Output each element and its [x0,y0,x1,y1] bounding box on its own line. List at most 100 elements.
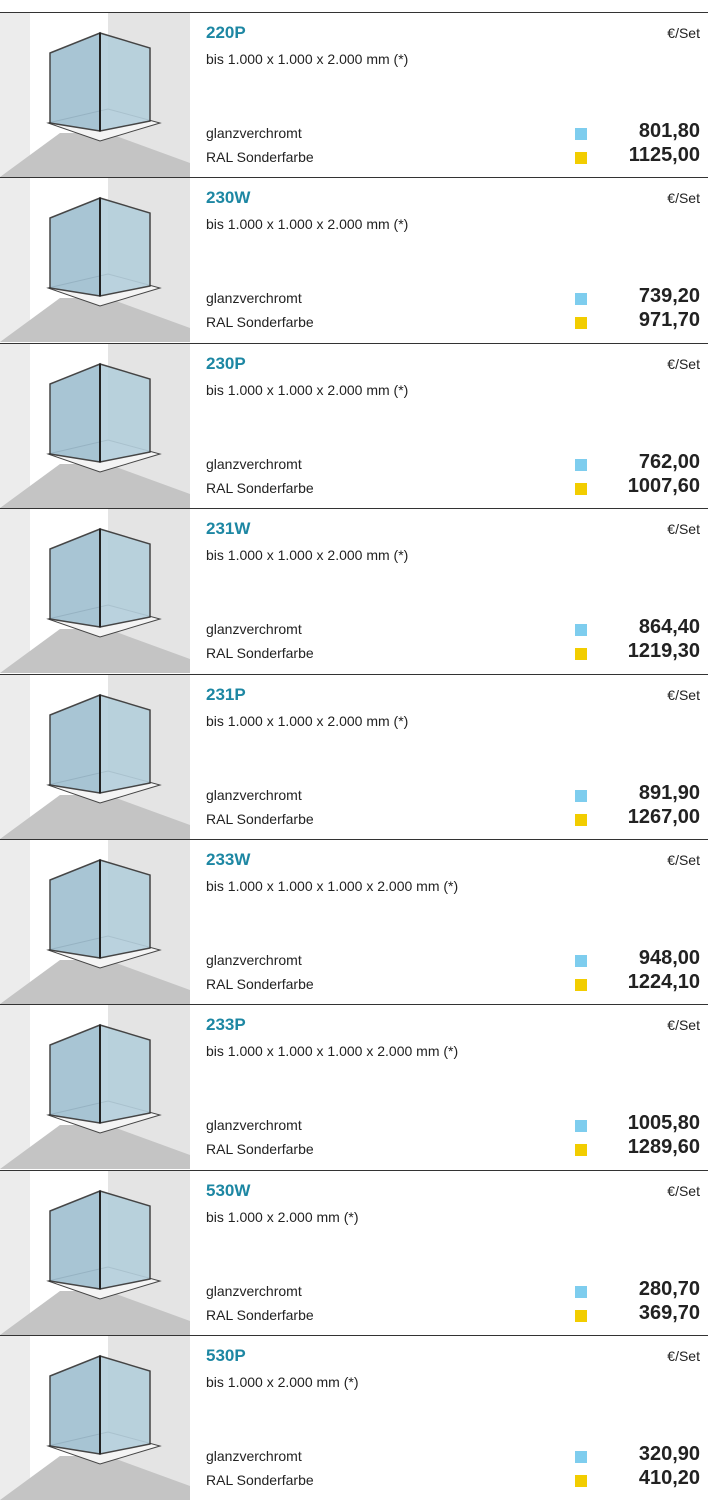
shower-illustration [0,675,190,839]
price: 801,80 [638,120,700,142]
size-text: bis 1.000 x 1.000 x 2.000 mm (*) [206,51,409,67]
finish-name: RAL Sonderfarbe [206,1306,314,1323]
price: 1219,30 [627,640,700,663]
price: 280,70 [638,1277,700,1300]
price: 369,70 [638,1301,700,1324]
finish-name: glanzverchromt [206,455,302,472]
size-text: bis 1.000 x 1.000 x 2.000 mm (*) [206,216,409,233]
price: 1224,10 [627,971,700,993]
price: 739,20 [638,285,700,308]
product-row: 233P bis 1.000 x 1.000 x 1.000 x 2.000 mm… [0,1004,708,1169]
price: 1289,60 [627,1136,700,1159]
product-row: 231W bis 1.000 x 1.000 x 2.000 mm (*) €/Se… [0,508,708,673]
model-name: 230W [206,188,251,208]
color-swatch [575,293,587,306]
product-image [0,675,190,839]
finish-name: glanzverchromt [206,1448,302,1465]
price: 1005,80 [627,1112,700,1135]
unit-text: €/Set [667,1017,700,1034]
price: 891,90 [638,781,700,804]
shower-illustration [0,178,190,342]
price: 410,20 [638,1467,700,1490]
color-swatch [575,955,587,967]
shower-illustration [0,509,190,673]
color-swatch [575,1451,587,1464]
color-swatch [575,624,587,637]
color-swatch [575,1309,587,1322]
model-name: 530P [206,1346,246,1366]
finish-name: RAL Sonderfarbe [206,1472,314,1489]
finish-name: glanzverchromt [206,621,302,638]
color-swatch [575,458,587,471]
finish-name: glanzverchromt [206,952,302,968]
product-row: 530P bis 1.000 x 2.000 mm (*) €/Set glanzve… [0,1335,708,1500]
color-swatch [575,813,587,826]
product-row: 230W bis 1.000 x 1.000 x 2.000 mm (*) €/Se… [0,177,708,342]
shower-illustration [0,1171,190,1335]
finish-name: RAL Sonderfarbe [206,149,314,165]
color-swatch [575,1475,587,1488]
shower-illustration [0,344,190,508]
shower-illustration [0,840,190,1004]
price: 864,40 [638,616,700,639]
product-image [0,509,190,673]
color-swatch [575,648,587,661]
finish-name: glanzverchromt [206,290,302,307]
unit-text: €/Set [667,25,700,41]
product-image [0,344,190,508]
shower-illustration [0,13,190,177]
product-row: 530W bis 1.000 x 2.000 mm (*) €/Set glanzve… [0,1169,708,1335]
product-image [0,1171,190,1335]
size-text: bis 1.000 x 1.000 x 2.000 mm (*) [206,547,409,564]
size-text: bis 1.000 x 1.000 x 1.000 x 2.000 mm (*) [206,1043,459,1060]
size-text: bis 1.000 x 1.000 x 2.000 mm (*) [206,381,409,398]
shower-illustration [0,1005,190,1169]
size-text: bis 1.000 x 1.000 x 2.000 mm (*) [206,712,409,729]
model-name: 220P [206,23,246,42]
finish-name: RAL Sonderfarbe [206,810,314,827]
product-image [0,178,190,342]
price: 762,00 [638,450,700,473]
color-swatch [575,1120,587,1133]
price: 971,70 [638,309,700,332]
finish-name: glanzverchromt [206,786,302,803]
color-swatch [575,789,587,802]
finish-name: RAL Sonderfarbe [206,1141,314,1158]
price: 948,00 [638,947,700,969]
finish-name: RAL Sonderfarbe [206,645,314,662]
unit-text: €/Set [667,521,700,538]
unit-text: €/Set [667,852,700,868]
model-name: 233P [206,1015,246,1035]
color-swatch [575,1285,587,1298]
model-name: 233W [206,850,251,869]
color-swatch [575,1144,587,1157]
price: 320,90 [638,1443,700,1466]
unit-text: €/Set [667,190,700,207]
color-swatch [575,317,587,330]
color-swatch [575,482,587,495]
size-text: bis 1.000 x 2.000 mm (*) [206,1208,359,1225]
size-text: bis 1.000 x 2.000 mm (*) [206,1374,359,1391]
unit-text: €/Set [667,1348,700,1365]
price: 1007,60 [627,474,700,497]
shower-illustration [0,1336,190,1500]
product-image [0,1005,190,1169]
product-row: 231P bis 1.000 x 1.000 x 2.000 mm (*) €/Se… [0,673,708,839]
color-swatch [575,128,587,140]
finish-name: RAL Sonderfarbe [206,314,314,331]
product-row: 230P bis 1.000 x 1.000 x 2.000 mm (*) €/Se… [0,342,708,508]
product-image [0,13,190,177]
color-swatch [575,152,587,164]
finish-name: RAL Sonderfarbe [206,976,314,992]
product-image [0,1336,190,1500]
product-row: 220P bis 1.000 x 1.000 x 2.000 mm (*) €/Se… [0,12,708,177]
finish-name: glanzverchromt [206,125,302,141]
finish-name: glanzverchromt [206,1282,302,1299]
price: 1125,00 [628,144,700,166]
product-row: 233W bis 1.000 x 1.000 x 1.000 x 2.000 mm… [0,839,708,1004]
size-text: bis 1.000 x 1.000 x 1.000 x 2.000 mm (*) [206,878,459,894]
finish-name: glanzverchromt [206,1117,302,1134]
model-name: 231W [206,519,251,539]
model-name: 530W [206,1180,251,1200]
